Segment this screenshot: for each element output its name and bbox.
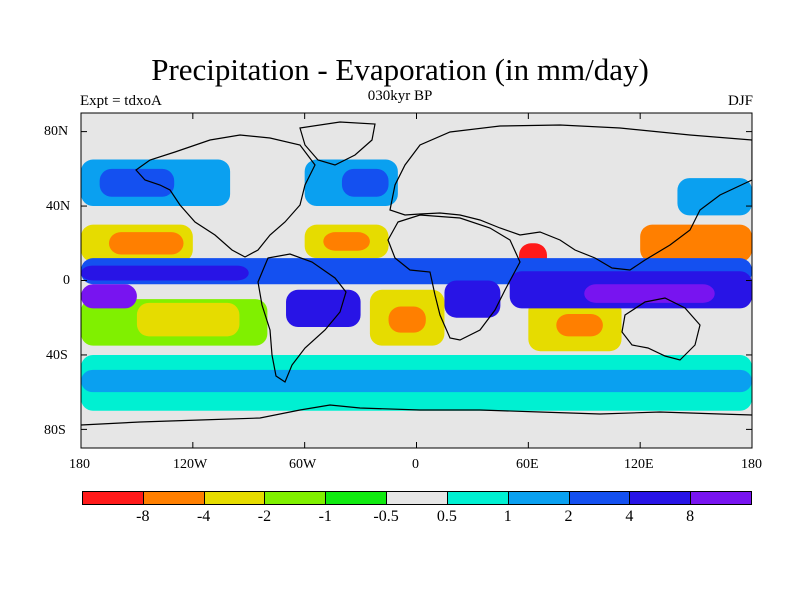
y-tick-label: 40N	[46, 199, 71, 214]
field-region	[584, 284, 715, 303]
colorbar-label: 1	[503, 508, 512, 525]
africa-coast	[387, 214, 521, 341]
north-america-coast	[135, 134, 316, 258]
colorbar-swatch	[568, 491, 631, 505]
y-tick-label: 80S	[44, 423, 66, 438]
south-america-coast	[257, 253, 347, 383]
colorbar-label: 0.5	[436, 508, 457, 525]
field-region	[341, 168, 389, 197]
x-tick-label: 120E	[624, 457, 654, 472]
field-region	[388, 306, 426, 333]
experiment-label: Expt = tdxoA	[80, 93, 162, 109]
colorbar-swatch	[629, 491, 692, 505]
colorbar-label: -1	[318, 508, 332, 525]
colorbar-swatch	[82, 491, 144, 505]
x-tick-label: 60E	[516, 457, 539, 472]
colorbar-swatch	[507, 491, 570, 505]
field-layer	[81, 113, 752, 448]
field-region	[323, 232, 370, 251]
field-region	[99, 168, 175, 197]
greenland-coast	[299, 121, 376, 166]
colorbar-swatch	[446, 491, 509, 505]
field-region	[136, 302, 240, 337]
eurasia-coast	[389, 124, 752, 271]
field-region	[677, 178, 752, 216]
colorbar-label: -0.5	[373, 508, 399, 525]
map-subtitle: 030kyr BP	[367, 88, 433, 104]
antarctica-coast	[81, 404, 752, 426]
field-region	[108, 232, 184, 255]
colorbar-label: 8	[686, 508, 695, 525]
x-tick-label: 180	[741, 457, 762, 472]
field-region	[556, 314, 603, 337]
australia-coast	[621, 297, 701, 361]
colorbar-label: -4	[196, 508, 211, 525]
colorbar-label: -8	[136, 508, 150, 525]
field-region	[444, 280, 501, 318]
field-region	[81, 284, 137, 309]
field-region	[81, 265, 249, 281]
season-label: DJF	[727, 93, 753, 109]
colorbar-swatch	[690, 491, 752, 505]
field-region	[640, 224, 752, 262]
x-tick-label: 120W	[173, 457, 208, 472]
tick-marks	[80, 113, 753, 448]
y-tick-label: 0	[63, 273, 70, 288]
colorbar-swatch	[325, 491, 388, 505]
x-tick-label: 60W	[289, 457, 317, 472]
y-tick-label: 80N	[44, 124, 69, 139]
colorbar-label: 4	[625, 508, 634, 525]
map-title: Precipitation - Evaporation (in mm/day)	[151, 52, 649, 87]
colorbar-swatch	[386, 491, 448, 505]
colorbar-swatch	[203, 491, 266, 505]
colorbar-label: 2	[564, 508, 573, 525]
field-region	[286, 289, 361, 328]
coastlines	[81, 121, 752, 426]
colorbar-label: -2	[257, 508, 272, 525]
field-region	[81, 369, 752, 393]
y-tick-label: 40S	[46, 348, 68, 363]
x-tick-label: 180	[69, 457, 90, 472]
colorbar-swatch	[142, 491, 205, 505]
colorbar-swatch	[264, 491, 327, 505]
x-tick-label: 0	[412, 457, 419, 472]
